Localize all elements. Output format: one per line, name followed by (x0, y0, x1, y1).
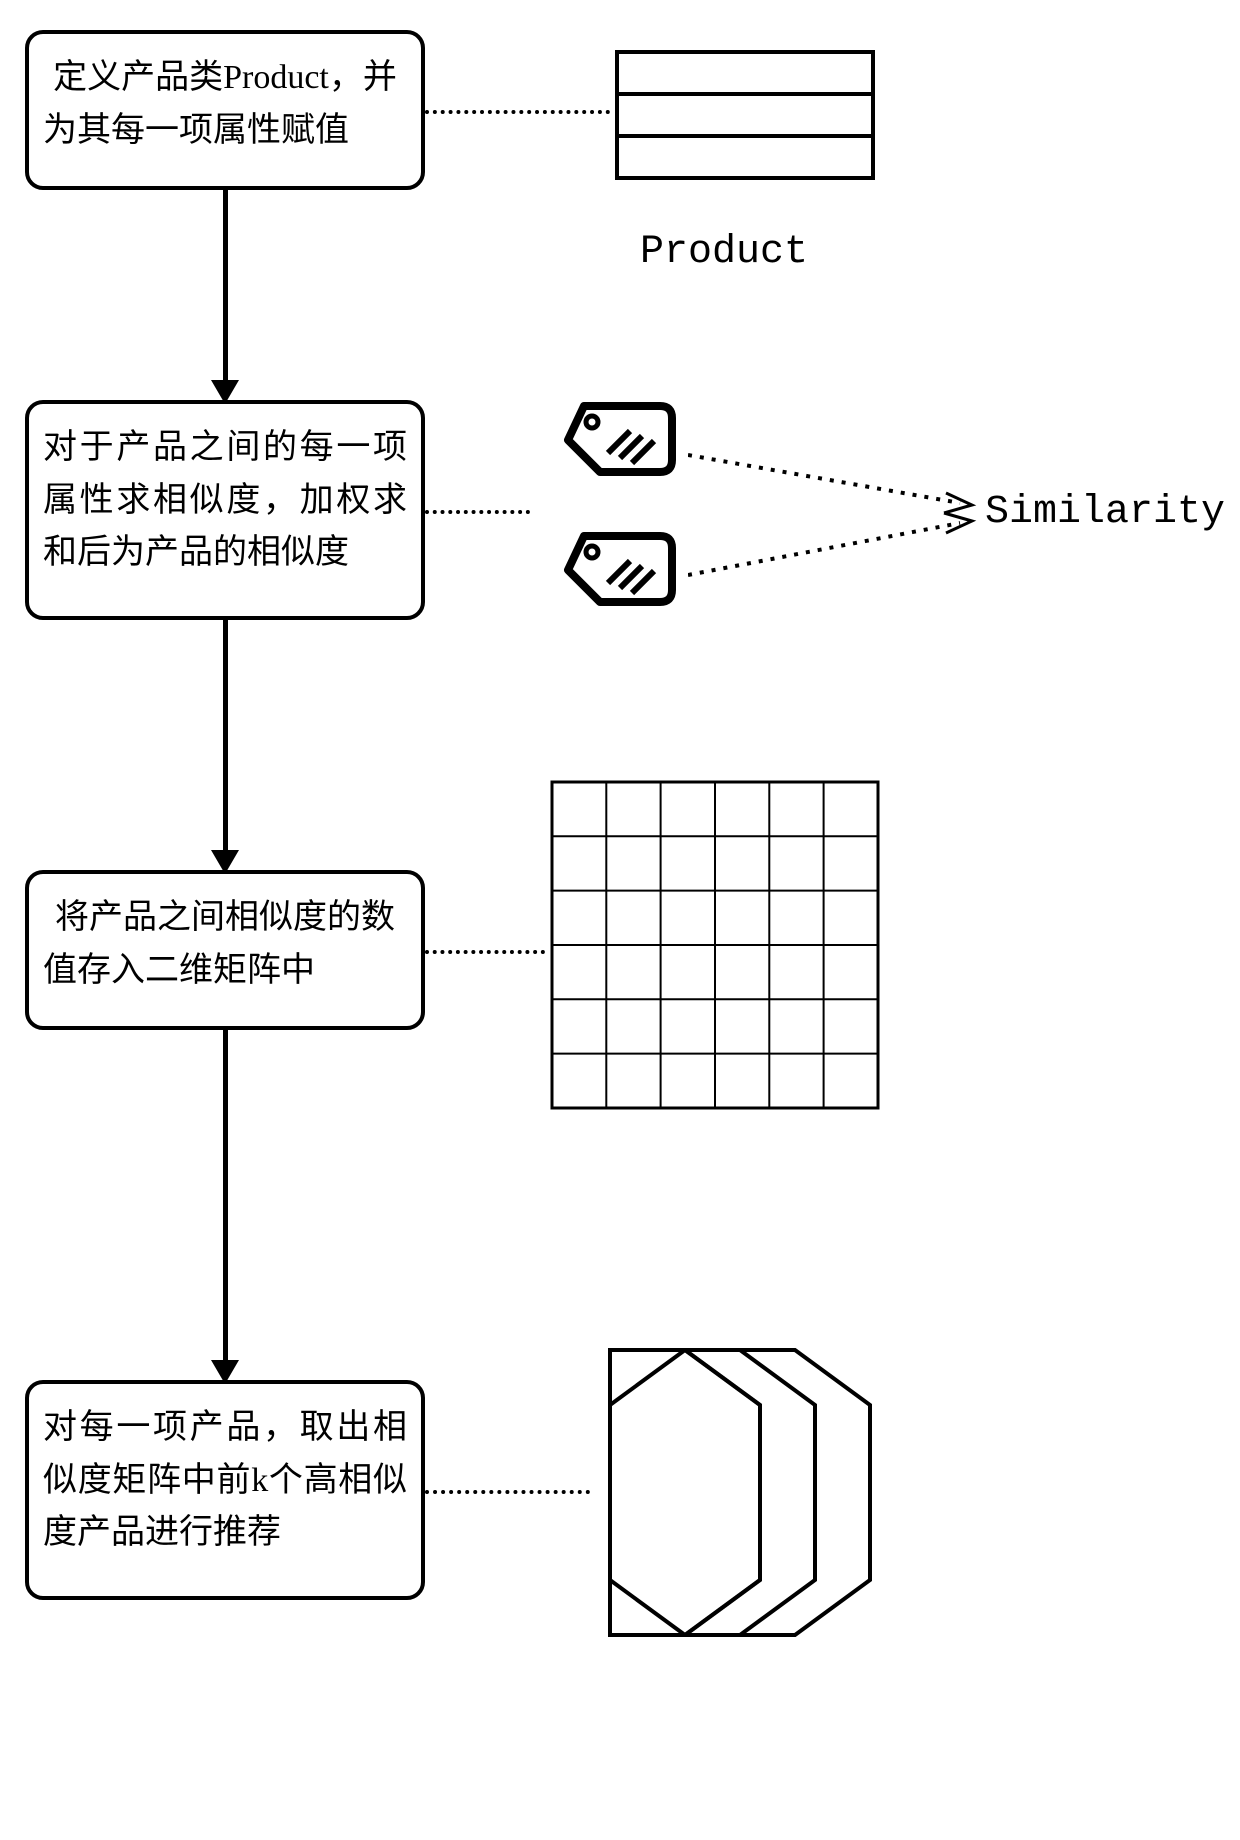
product-label: Product (640, 230, 808, 275)
step2-text: 对于产品之间的每一项属性求相似度，加权求和后为产品的相似度 (43, 429, 407, 571)
dotted-tag2-similarity (688, 505, 978, 585)
matrix-icon (550, 780, 880, 1110)
step4-text: 对每一项产品，取出相似度矩阵中前k个高相似度产品进行推荐 (43, 1409, 407, 1551)
tag-icon-1 (560, 398, 680, 493)
flow-step-3: 将产品之间相似度的数值存入二维矩阵中 (25, 870, 425, 1030)
dotted-step3-illus (425, 950, 545, 954)
similarity-label: Similarity (985, 490, 1225, 535)
arrowhead-1-2 (211, 380, 239, 404)
hexagon-stack-icon (600, 1345, 880, 1645)
arrowhead-2-3 (211, 850, 239, 874)
dotted-step4-illus (425, 1490, 590, 1494)
tag-icon-2 (560, 528, 680, 623)
product-label-text: Product (640, 230, 808, 275)
step1-text: 定义产品类Product，并为其每一项属性赋值 (43, 59, 397, 149)
arrowhead-3-4 (211, 1360, 239, 1384)
product-table-icon (615, 50, 875, 180)
arrow-3-4 (223, 1030, 228, 1365)
arrow-1-2 (223, 190, 228, 385)
flow-step-4: 对每一项产品，取出相似度矩阵中前k个高相似度产品进行推荐 (25, 1380, 425, 1600)
dotted-step2-illus (425, 510, 530, 514)
step3-text: 将产品之间相似度的数值存入二维矩阵中 (43, 899, 395, 989)
flow-step-2: 对于产品之间的每一项属性求相似度，加权求和后为产品的相似度 (25, 400, 425, 620)
flow-step-1: 定义产品类Product，并为其每一项属性赋值 (25, 30, 425, 190)
arrow-2-3 (223, 620, 228, 855)
similarity-label-text: Similarity (985, 490, 1225, 535)
dotted-step1-illus (425, 110, 610, 114)
